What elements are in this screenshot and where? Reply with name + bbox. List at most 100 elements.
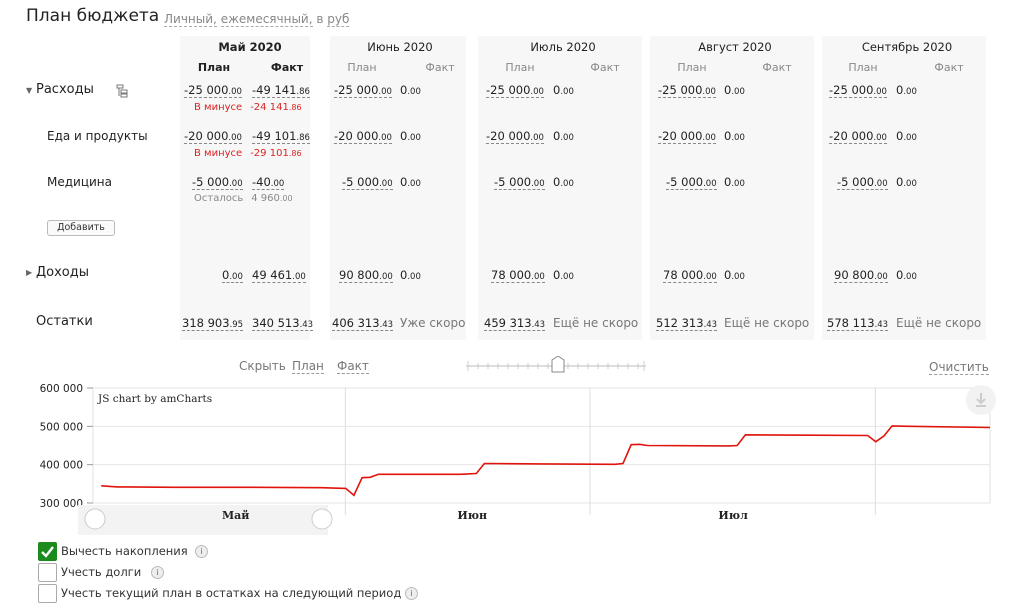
month-header-sep: Сентябрь 2020 [861,40,953,54]
expenses-fact-4[interactable]: 0.00 [896,83,917,97]
fact-header-jul: Факт [590,61,620,74]
food-plan-3[interactable]: -20 000.00 [658,129,716,144]
food-fact-3[interactable]: 0.00 [724,129,745,143]
col-band-jun [330,36,466,340]
food-plan-2[interactable]: -20 000.00 [486,129,544,144]
income-label[interactable]: Доходы [36,265,90,280]
balance-plan-3[interactable]: 512 313.43 [656,316,718,331]
medicine-fact-3[interactable]: 0.00 [724,175,745,189]
filter-in: в [316,12,324,26]
month-header-jul: Июль 2020 [530,40,596,54]
hide-fact-toggle[interactable]: Факт [337,359,369,374]
expenses-label[interactable]: Расходы [36,82,94,97]
scrollbar-grip-right [311,508,333,530]
medicine-fact-2[interactable]: 0.00 [553,175,574,189]
medicine-note-0: Осталось 4 960.00 [194,193,293,204]
balance-plan-4[interactable]: 578 113.43 [827,316,889,331]
expenses-plan-4[interactable]: -25 000.00 [829,83,887,98]
income-fact-3[interactable]: 0.00 [724,268,745,282]
expenses-fact-0[interactable]: -49 141.86 [252,83,310,98]
x-tick-label: Июн [457,509,487,522]
option-label-1[interactable]: Учесть долги [61,565,142,579]
info-icon[interactable]: i [405,587,418,600]
fact-header-aug: Факт [762,61,792,74]
y-tick-label: 400 000 [40,460,83,472]
filter-period[interactable]: ежемесячный, [220,12,313,27]
medicine-fact-1[interactable]: 0.00 [400,175,421,189]
balance-status-1: Уже скоро [400,316,466,330]
balance-plan-1[interactable]: 406 313.43 [332,316,394,331]
balance-plan-2[interactable]: 459 313.43 [484,316,546,331]
option-label-2[interactable]: Учесть текущий план в остатках на следую… [61,586,402,600]
expenses-plan-1[interactable]: -25 000.00 [334,83,392,98]
x-tick-label-may: Май [222,509,249,522]
food-plan-0[interactable]: -20 000.00 [184,129,242,144]
triangle-right-icon[interactable]: ▶ [26,268,33,277]
expenses-plan-0[interactable]: -25 000.00 [184,83,242,98]
expenses-fact-2[interactable]: 0.00 [553,83,574,97]
add-category-button[interactable]: Добавить [47,220,115,236]
col-band-jul [478,36,642,340]
option-checkbox-1[interactable] [38,563,57,582]
income-plan-3[interactable]: 78 000.00 [663,268,717,283]
info-icon[interactable]: i [195,545,208,558]
hide-label: Скрыть [239,359,286,373]
x-scrollbar [78,505,328,535]
plan-header-may: План [197,61,231,74]
expenses-plan-2[interactable]: -25 000.00 [486,83,544,98]
y-tick-label: 500 000 [40,421,83,433]
fact-header-may: Факт [270,61,304,74]
balances-label: Остатки [36,314,93,329]
period-slider[interactable] [466,355,646,376]
balance-status-2: Ещё не скоро [553,316,639,330]
expenses-fact-3[interactable]: 0.00 [724,83,745,97]
income-fact-1[interactable]: 0.00 [400,268,421,282]
income-plan-0[interactable]: 0.00 [222,268,243,283]
food-plan-1[interactable]: -20 000.00 [334,129,392,144]
food-fact-4[interactable]: 0.00 [896,129,917,143]
medicine-plan-4[interactable]: -5 000.00 [837,175,888,190]
balance-fact-0[interactable]: 340 513.43 [252,316,314,331]
y-tick-label: 600 000 [40,383,83,395]
income-fact-4[interactable]: 0.00 [896,268,917,282]
food-fact-0[interactable]: -49 101.86 [252,129,310,144]
info-icon[interactable]: i [151,566,164,579]
option-checkbox-2[interactable] [38,584,57,603]
option-checkbox-0[interactable] [38,542,57,561]
clear-button[interactable]: Очистить [929,360,989,375]
food-fact-2[interactable]: 0.00 [553,129,574,143]
triangle-down-icon[interactable]: ▼ [26,86,33,95]
expenses-fact-1[interactable]: 0.00 [400,83,421,97]
medicine-plan-1[interactable]: -5 000.00 [342,175,393,190]
food-fact-1[interactable]: 0.00 [400,129,421,143]
income-plan-1[interactable]: 90 800.00 [339,268,393,283]
income-plan-4[interactable]: 90 800.00 [834,268,888,283]
medicine-fact-4[interactable]: 0.00 [896,175,917,189]
income-fact-2[interactable]: 0.00 [553,268,574,282]
hierarchy-icon[interactable] [116,83,129,102]
x-tick-label: Июл [718,509,748,522]
income-plan-2[interactable]: 78 000.00 [491,268,545,283]
income-fact-0[interactable]: 49 461.00 [252,268,306,283]
food-plan-4[interactable]: -20 000.00 [829,129,887,144]
medicine-plan-3[interactable]: -5 000.00 [666,175,717,190]
plan-header-jul: План [505,61,535,74]
category-food-label[interactable]: Еда и продукты [47,129,148,143]
category-medicine-label[interactable]: Медицина [47,175,112,189]
filter-currency[interactable]: руб [327,12,350,27]
medicine-fact-0[interactable]: -40.00 [252,175,285,190]
month-header-jun: Июнь 2020 [367,40,433,54]
chart-credit[interactable]: JS chart by amCharts [98,393,213,405]
option-label-0[interactable]: Вычесть накопления [61,544,188,558]
hide-plan-toggle[interactable]: План [292,359,324,374]
plan-header-jun: План [347,61,377,74]
download-icon[interactable] [966,385,996,415]
plan-header-sep: План [848,61,878,74]
filter-type[interactable]: Личный, [164,12,217,27]
medicine-plan-2[interactable]: -5 000.00 [494,175,545,190]
balance-plan-0[interactable]: 318 903.95 [182,316,244,331]
medicine-plan-0[interactable]: -5 000.00 [192,175,243,190]
fact-header-jun: Факт [425,61,455,74]
page-title: План бюджета [26,6,160,26]
expenses-plan-3[interactable]: -25 000.00 [658,83,716,98]
